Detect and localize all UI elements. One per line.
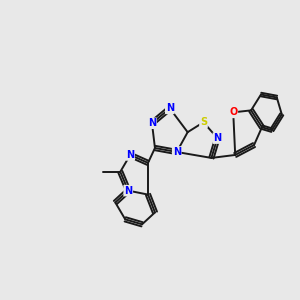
Text: S: S: [200, 117, 207, 127]
Text: O: O: [229, 107, 237, 117]
Text: N: N: [213, 133, 221, 143]
Text: N: N: [148, 118, 156, 128]
Text: N: N: [173, 147, 181, 157]
Text: N: N: [166, 103, 174, 113]
Text: N: N: [124, 186, 132, 196]
Text: N: N: [126, 150, 134, 160]
